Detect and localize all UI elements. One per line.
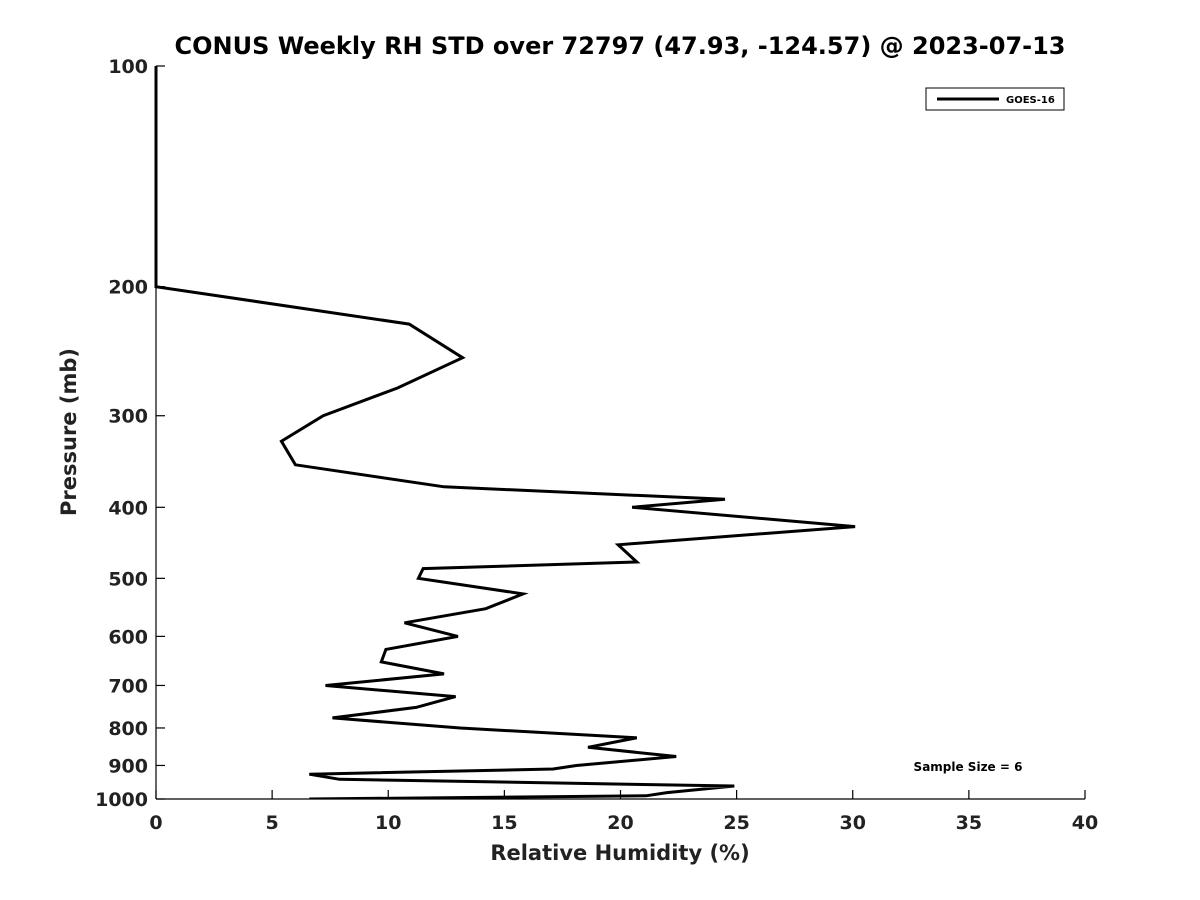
y-tick-label: 800 <box>108 718 148 740</box>
y-axis-label: Pressure (mb) <box>57 348 81 516</box>
x-tick-label: 10 <box>375 812 401 834</box>
x-tick-label: 20 <box>607 812 633 834</box>
legend-entry: GOES-16 <box>1006 95 1055 106</box>
y-tick-label: 100 <box>108 56 148 78</box>
x-tick-label: 40 <box>1072 812 1098 834</box>
legend: GOES-16 <box>926 88 1064 110</box>
y-tick-label: 400 <box>108 497 148 519</box>
x-tick-label: 5 <box>266 812 279 834</box>
y-tick-label: 600 <box>108 626 148 648</box>
y-tick-label: 300 <box>108 406 148 428</box>
chart-title: CONUS Weekly RH STD over 72797 (47.93, -… <box>174 32 1065 60</box>
y-tick-label: 900 <box>108 755 148 777</box>
x-tick-label: 0 <box>149 812 162 834</box>
x-axis-label: Relative Humidity (%) <box>490 841 749 865</box>
x-tick-label: 15 <box>491 812 517 834</box>
y-tick-label: 700 <box>108 675 148 697</box>
x-tick-label: 30 <box>840 812 866 834</box>
x-tick-label: 35 <box>956 812 982 834</box>
sample-size-annotation: Sample Size = 6 <box>914 760 1023 774</box>
y-tick-label: 1000 <box>95 789 148 811</box>
x-tick-label: 25 <box>723 812 749 834</box>
y-tick-label: 200 <box>108 277 148 299</box>
y-tick-label: 500 <box>108 568 148 590</box>
